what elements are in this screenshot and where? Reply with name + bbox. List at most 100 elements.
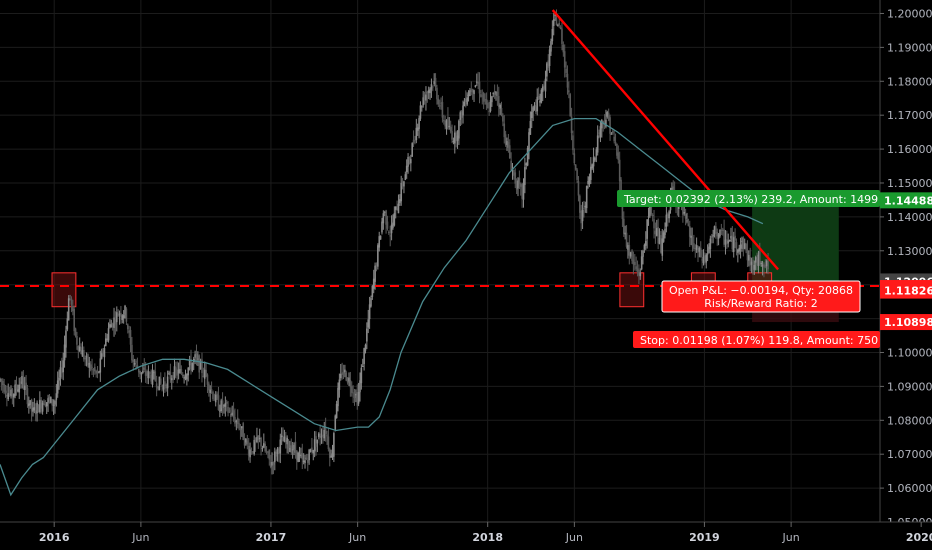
- candle-body-61: [83, 349, 85, 360]
- candle-body-14: [18, 384, 21, 393]
- pnl-label[interactable]: Open P&L: −0.00194, Qty: 20868 Risk/Rewa…: [661, 280, 861, 313]
- candle-body-307: [421, 106, 423, 108]
- candle-body-423: [580, 210, 583, 224]
- candle-body-102: [139, 370, 141, 375]
- candle-body-331: [453, 132, 456, 144]
- price-tick-1: 1.19000: [887, 41, 932, 54]
- candle-body-414: [568, 90, 570, 93]
- candle-body-323: [443, 120, 445, 122]
- candle-body-118: [161, 385, 163, 387]
- candle-body-483: [662, 232, 665, 242]
- candle-body-314: [430, 84, 433, 90]
- descending-trendline[interactable]: [551, 9, 780, 271]
- candle-body-350: [480, 94, 482, 97]
- candle-body-126: [172, 375, 174, 380]
- zone-marker-1: [619, 272, 645, 308]
- candle-body-538: [738, 247, 741, 252]
- target-label[interactable]: Target: 0.02392 (2.13%) 239.2, Amount: 1…: [617, 190, 880, 207]
- candle-body-358: [491, 96, 493, 103]
- candle-body-223: [305, 457, 308, 460]
- candle-body-274: [375, 265, 378, 267]
- candle-body-197: [269, 461, 272, 468]
- candle-body-361: [495, 92, 497, 94]
- candle-body-427: [585, 186, 588, 209]
- candle-body-62: [84, 357, 86, 360]
- candle-body-382: [524, 167, 526, 185]
- candle-body-189: [258, 438, 261, 440]
- candle-body-237: [324, 427, 327, 434]
- pnl-label-background: [661, 280, 861, 313]
- candle-body-467: [640, 256, 643, 270]
- price-tick-11: 1.09000: [887, 380, 932, 393]
- candle-body-359: [492, 92, 495, 95]
- candle-body-44: [59, 367, 62, 378]
- candle-body-122: [166, 376, 169, 389]
- candle-body-436: [598, 132, 600, 134]
- candle-body-210: [287, 440, 290, 449]
- candle-body-463: [635, 266, 637, 270]
- candle-body-112: [153, 372, 155, 374]
- candle-body-450: [617, 152, 620, 161]
- candle-body-196: [268, 449, 271, 460]
- candle-body-311: [426, 92, 429, 94]
- candle-body-86: [117, 315, 119, 317]
- candle-body-290: [397, 203, 400, 214]
- candle-body-120: [164, 381, 166, 387]
- candle-body-10: [12, 394, 15, 398]
- time-axis-ticks[interactable]: 2016 Jun 2017 Jun 2018 Jun 2019 Jun 2020: [39, 522, 932, 544]
- candle-body-23: [30, 399, 33, 412]
- time-tick-6: 2019: [689, 531, 720, 544]
- candle-body-35: [47, 398, 49, 403]
- candle-body-134: [183, 377, 185, 379]
- candle-body-80: [109, 324, 111, 328]
- candle-body-26: [34, 410, 37, 415]
- stop-label[interactable]: Stop: 0.01198 (1.07%) 119.8, Amount: 750: [633, 331, 880, 348]
- candle-body-180: [246, 440, 249, 445]
- candle-body-60: [81, 350, 84, 357]
- candle-body-308: [422, 97, 424, 106]
- candle-body-510: [699, 247, 702, 258]
- target-label-background: [617, 190, 880, 207]
- candle-body-294: [403, 181, 405, 187]
- candle-body-78: [106, 338, 108, 340]
- candle-body-385: [528, 132, 530, 150]
- candle-body-540: [741, 240, 743, 242]
- candle-body-16: [21, 375, 23, 385]
- candle-body-464: [636, 268, 639, 272]
- candle-body-470: [644, 241, 647, 246]
- candle-body-306: [419, 105, 422, 119]
- candle-body-27: [36, 402, 38, 414]
- candle-body-22: [29, 400, 32, 406]
- price-tag-text-target: 1.14488: [884, 194, 932, 207]
- candle-body-29: [39, 399, 41, 413]
- candle-body-54: [73, 308, 75, 332]
- candle-body-13: [17, 389, 19, 392]
- moving-average-line: [0, 117, 764, 497]
- candle-body-73: [99, 358, 102, 373]
- candle-body-181: [247, 445, 250, 456]
- candle-body-509: [698, 247, 701, 252]
- candle-body-37: [50, 397, 52, 403]
- candle-body-145: [198, 355, 201, 373]
- candle-body-164: [224, 402, 227, 407]
- candle-body-329: [451, 131, 453, 140]
- candle-body-190: [260, 437, 262, 447]
- candle-body-216: [295, 450, 298, 461]
- candle-body-345: [473, 90, 475, 95]
- candle-body-360: [493, 90, 496, 95]
- candle-body-552: [757, 254, 760, 266]
- candle-body-547: [750, 261, 753, 265]
- candle-body-169: [231, 412, 234, 416]
- candle-body-162: [221, 400, 224, 409]
- candle-body-520: [713, 226, 716, 235]
- candle-body-173: [236, 417, 239, 425]
- candle-body-475: [651, 214, 654, 217]
- candle-body-105: [143, 367, 146, 370]
- candle-body-227: [311, 447, 313, 452]
- candle-body-409: [561, 28, 563, 44]
- candle-body-238: [326, 434, 328, 437]
- candle-body-397: [544, 78, 547, 92]
- candle-body-320: [438, 105, 441, 107]
